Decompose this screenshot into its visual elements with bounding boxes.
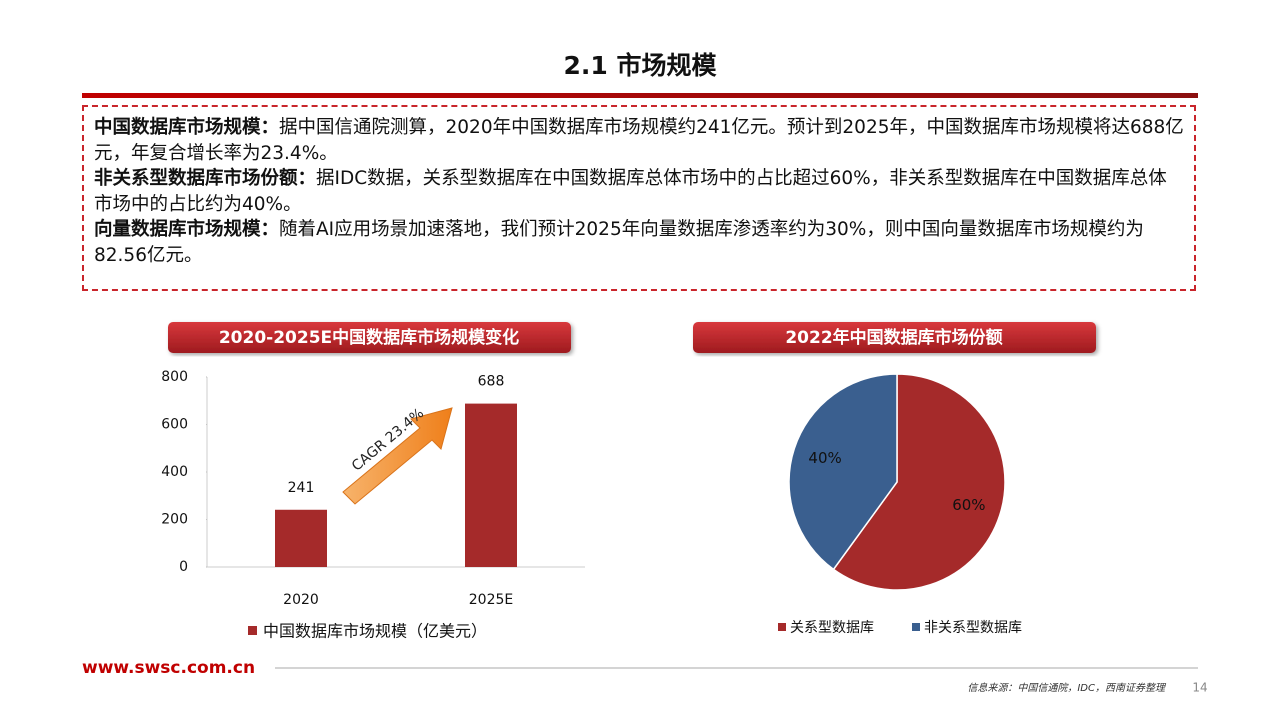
chart-banner	[693, 322, 1096, 353]
bar	[275, 509, 327, 567]
paragraph-label: 非关系型数据库市场份额：	[94, 168, 317, 189]
summary-box: 中国数据库市场规模：据中国信通院测算，2020年中国数据库市场规模约241亿元。…	[82, 105, 1196, 291]
pie-slice	[788, 373, 898, 571]
chart-banner	[168, 322, 571, 353]
slide-title: 2.1 市场规模	[563, 51, 717, 80]
y-tick-label: 200	[161, 512, 188, 528]
pie-slice	[832, 373, 1006, 591]
paragraph-text: 据IDC数据，关系型数据库在中国数据库总体市场中的占比超过60%，非关系型数据库…	[94, 168, 1167, 215]
y-tick-label: 400	[161, 464, 188, 480]
legend-label: 非关系型数据库	[924, 620, 1022, 636]
paragraph-text: 随着AI应用场景加速落地，我们预计2025年向量数据库渗透率约为30%，则中国向…	[94, 219, 1144, 266]
legend-swatch	[248, 626, 257, 635]
cagr-arrow	[342, 407, 453, 505]
paragraph: 向量数据库市场规模：随着AI应用场景加速落地，我们预计2025年向量数据库渗透率…	[94, 217, 1184, 268]
legend-label: 关系型数据库	[790, 620, 874, 636]
value-label: 60%	[952, 496, 985, 514]
y-tick-label: 0	[179, 559, 188, 575]
x-tick-label: 2020	[283, 592, 319, 608]
paragraph: 中国数据库市场规模：据中国信通院测算，2020年中国数据库市场规模约241亿元。…	[94, 115, 1184, 166]
x-tick-label: 2025E	[469, 592, 513, 608]
bar	[465, 403, 517, 567]
value-label: 241	[288, 480, 315, 496]
paragraph: 非关系型数据库市场份额：据IDC数据，关系型数据库在中国数据库总体市场中的占比超…	[94, 166, 1184, 217]
paragraph-label: 向量数据库市场规模：	[94, 219, 280, 240]
source: 信息来源：中国信通院，IDC，西南证券整理	[967, 682, 1167, 694]
legend-swatch	[778, 623, 786, 631]
legend-label: 中国数据库市场规模（亿美元）	[263, 622, 487, 641]
y-tick-label: 600	[161, 417, 188, 433]
paragraph-text: 据中国信通院测算，2020年中国数据库市场规模约241亿元。预计到2025年，中…	[94, 117, 1184, 164]
page-number: 14	[1192, 681, 1207, 695]
chart-title: 2022年中国数据库市场份额	[785, 327, 1002, 348]
value-label: 40%	[808, 449, 841, 467]
paragraph-label: 中国数据库市场规模：	[94, 117, 280, 138]
value-label: 688	[478, 374, 505, 390]
title-rule	[82, 93, 1198, 98]
y-tick-label: 800	[161, 369, 188, 385]
legend-swatch	[912, 623, 920, 631]
chart-title: 2020-2025E中国数据库市场规模变化	[219, 327, 519, 348]
website: www.swsc.com.cn	[82, 658, 255, 678]
